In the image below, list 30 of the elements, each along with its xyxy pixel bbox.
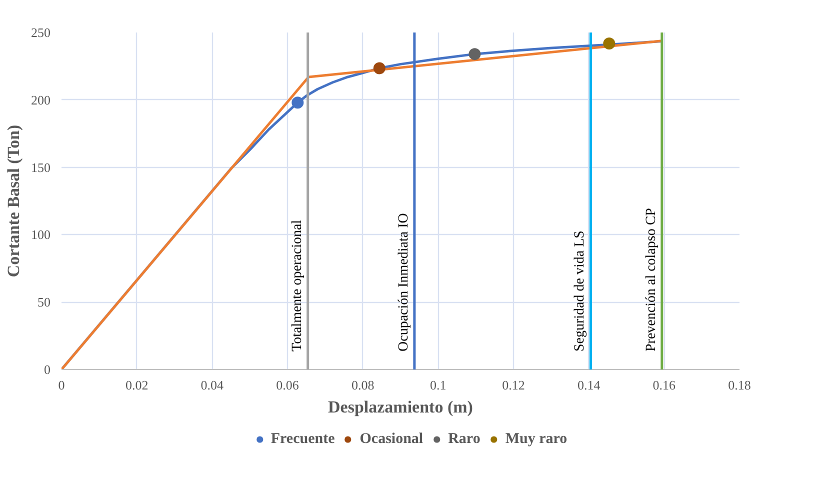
legend-label: Muy raro bbox=[505, 430, 568, 448]
x-tick-label: 0.08 bbox=[351, 378, 374, 392]
x-tick-label: 0.14 bbox=[577, 378, 601, 392]
y-tick-label: 200 bbox=[31, 92, 50, 108]
y-axis-title: Cortante Basal (Ton) bbox=[4, 124, 23, 278]
x-tick-label: 0.1 bbox=[430, 378, 446, 392]
x-tick-label: 0.02 bbox=[125, 378, 148, 392]
ref-line-label: Seguridad de vida LS bbox=[572, 230, 588, 352]
ref-line-label: Ocupación Inmediata IO bbox=[396, 213, 412, 352]
legend-label: Ocasional bbox=[360, 430, 424, 448]
point bbox=[373, 62, 386, 74]
x-tick-label: 0.12 bbox=[502, 378, 525, 392]
legend-label: Raro bbox=[448, 430, 480, 448]
x-tick-label: 0.04 bbox=[200, 378, 224, 392]
x-axis-title: Desplazamiento (m) bbox=[328, 398, 473, 416]
y-tick-label: 0 bbox=[44, 362, 50, 377]
y-tick-label: 50 bbox=[38, 294, 50, 310]
x-tick-label: 0.16 bbox=[652, 378, 676, 392]
x-tick-label: 0.18 bbox=[728, 378, 751, 392]
x-tick-label: 0 bbox=[58, 378, 65, 392]
point bbox=[292, 96, 304, 109]
point bbox=[603, 38, 616, 50]
legend-label: Frecuente bbox=[270, 430, 335, 448]
ref-line-label: Totalmente operacional bbox=[290, 220, 305, 352]
point bbox=[468, 48, 481, 60]
y-tick-label: 150 bbox=[31, 160, 50, 175]
y-tick-label: 100 bbox=[31, 227, 50, 242]
x-tick-label: 0.06 bbox=[276, 378, 300, 392]
y-tick-label: 250 bbox=[31, 25, 50, 40]
ref-line-label: Prevención al colapso CP bbox=[644, 208, 659, 352]
